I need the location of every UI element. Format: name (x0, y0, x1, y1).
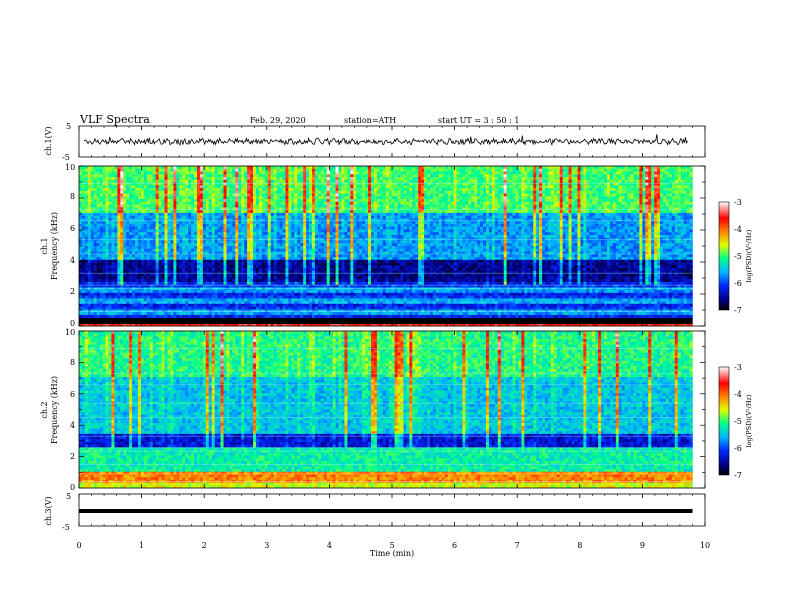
ch2-colorbar-tick-m6: -6 (734, 444, 742, 453)
x-tick-label: 5 (389, 541, 394, 550)
ch1-wave-ytick-top: 5 (66, 122, 71, 131)
ch1-spectrogram-image (79, 166, 693, 327)
x-tick-label: 6 (452, 541, 457, 550)
x-tick-label: 4 (327, 541, 332, 550)
ch1-waveform-frame (78, 125, 706, 158)
ch1-colorbar-tick-m5: -5 (734, 252, 742, 261)
ch1-channel-label: ch.1 (40, 237, 49, 254)
ch2-freq-tick-10: 10 (65, 328, 75, 337)
x-tick-label: 2 (202, 541, 207, 550)
date-label: Feb. 29, 2020 (250, 116, 306, 125)
ch2-colorbar: -3 -4 -5 -6 -7 log(PSD)(V²/Hz) (718, 363, 753, 480)
x-tick-label: 0 (76, 541, 81, 550)
ch1-low-frequency-band (79, 318, 693, 324)
ch1-waveform-trace (83, 134, 688, 147)
start-time-label: start UT = 3 : 50 : 1 (438, 116, 519, 125)
ch2-channel-label: ch.2 (40, 401, 49, 418)
figure-title: VLF Spectra (79, 113, 150, 126)
station-label: station=ATH (344, 116, 396, 125)
ch2-spectrogram-image (79, 331, 693, 489)
ch2-freq-tick-4: 4 (70, 421, 75, 430)
ch3-wave-ylabel: ch.3(V) (44, 496, 53, 525)
ch1-frequency-label: Frequency (kHz) (50, 212, 59, 280)
ch1-colorbar: -3 -4 -5 -6 -7 log(PSD)(V²/Hz) (718, 198, 753, 315)
x-tick-label: 7 (515, 541, 520, 550)
ch2-colorbar-tick-m7: -7 (734, 471, 742, 480)
ch2-freq-tick-8: 8 (70, 358, 75, 367)
x-tick-label: 10 (700, 541, 710, 550)
ch2-frequency-label: Frequency (kHz) (50, 376, 59, 444)
time-axis: 0 1 2 3 4 5 6 7 8 9 10 (76, 126, 710, 550)
ch1-colorbar-gradient (718, 201, 730, 311)
ch2-colorbar-gradient (718, 366, 730, 476)
ch1-spectrogram-panel: 0 2 4 6 8 10 ch.1 Frequency (kHz) (40, 163, 706, 328)
ch2-spectrogram-panel: 0 2 4 6 8 10 ch.2 Frequency (kHz) (40, 328, 706, 492)
ch2-colorbar-tick-m5: -5 (734, 417, 742, 426)
ch2-colorbar-tick-m3: -3 (734, 363, 742, 372)
ch1-freq-tick-8: 8 (70, 192, 75, 201)
ch2-colorbar-tick-m4: -4 (734, 390, 742, 399)
ch1-colorbar-label: log(PSD)(V²/Hz) (745, 229, 753, 282)
ch3-wave-ytick-bottom: -5 (62, 523, 70, 532)
x-tick-label: 8 (577, 541, 582, 550)
ch1-wave-ylabel: ch.1(V) (44, 126, 53, 155)
ch2-colorbar-label: log(PSD)(V²/Hz) (745, 394, 753, 447)
ch2-freq-tick-0: 0 (70, 483, 75, 492)
ch1-freq-tick-4: 4 (70, 256, 75, 265)
ch2-freq-tick-6: 6 (70, 390, 75, 399)
ch1-colorbar-tick-m7: -7 (734, 306, 742, 315)
ch1-freq-tick-2: 2 (70, 287, 75, 296)
ch2-freq-tick-2: 2 (70, 452, 75, 461)
ch1-freq-tick-10: 10 (65, 163, 75, 172)
ch1-colorbar-tick-m6: -6 (734, 279, 742, 288)
x-tick-label: 1 (139, 541, 144, 550)
x-tick-label: 9 (640, 541, 645, 550)
ch1-colorbar-tick-m4: -4 (734, 225, 742, 234)
time-axis-label: Time (min) (370, 549, 414, 558)
ch3-wave-ytick-top: 5 (66, 492, 71, 501)
ch1-freq-tick-6: 6 (70, 224, 75, 233)
x-tick-label: 3 (264, 541, 269, 550)
ch3-waveform-panel: 5 -5 ch.3(V) (44, 492, 706, 532)
ch1-waveform-panel: 5 -5 ch.1(V) (44, 122, 706, 162)
ch1-colorbar-tick-m3: -3 (734, 198, 742, 207)
ch1-freq-tick-0: 0 (70, 319, 75, 328)
ch1-wave-ytick-bottom: -5 (62, 153, 70, 162)
ch3-waveform-trace (79, 509, 693, 513)
